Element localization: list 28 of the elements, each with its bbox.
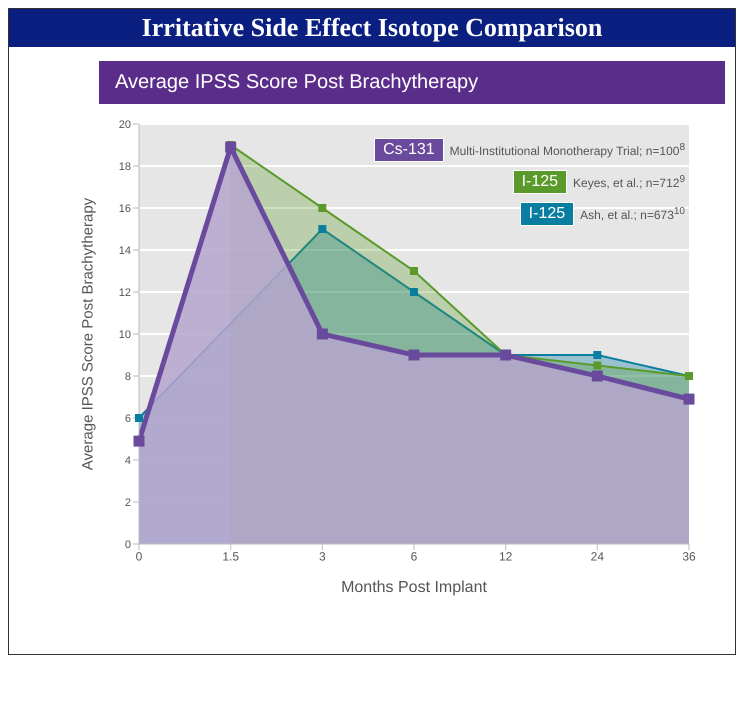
x-tick-label: 24 bbox=[590, 550, 604, 564]
x-tick-label: 0 bbox=[136, 550, 143, 564]
y-tick-label: 0 bbox=[124, 538, 131, 551]
annotation: Multi-Institutional Monotherapy Trial; n=100$^{8}$ bbox=[450, 142, 685, 158]
x-axis-title: Months Post Implant bbox=[341, 579, 488, 596]
x-tick-label: 6 bbox=[410, 550, 418, 564]
y-axis-title: Average IPSS Score Post Brachytherapy bbox=[79, 197, 96, 470]
y-tick-label: 14 bbox=[118, 244, 131, 257]
annotation: Keyes, et al.; n=712$^{9}$ bbox=[573, 174, 685, 190]
y-tick-label: 10 bbox=[118, 328, 131, 341]
text: I-125 bbox=[520, 202, 574, 226]
annotation: Ash, et al.; n=673$^{10}$ bbox=[580, 206, 685, 222]
y-tick-label: 18 bbox=[118, 160, 131, 173]
y-tick-label: 12 bbox=[118, 286, 131, 299]
y-tick-label: 4 bbox=[124, 454, 131, 467]
chart-title: Irritative Side Effect Isotope Comparison bbox=[9, 9, 735, 47]
x-tick-label: 12 bbox=[498, 550, 513, 564]
x-tick-label: 1.5 bbox=[222, 550, 240, 564]
y-tick-label: 16 bbox=[118, 202, 131, 215]
chart-subtitle: Average IPSS Score Post Brachytherapy bbox=[99, 61, 725, 104]
y-tick-label: 20 bbox=[118, 118, 131, 131]
text: Cs-131 bbox=[374, 138, 444, 162]
x-tick-label: 3 bbox=[318, 550, 326, 564]
y-tick-label: 8 bbox=[124, 370, 131, 383]
x-tick-label: 36 bbox=[682, 550, 696, 564]
text: I-125 bbox=[512, 170, 568, 194]
y-tick-label: 6 bbox=[124, 412, 131, 425]
y-tick-label: 2 bbox=[124, 496, 131, 509]
